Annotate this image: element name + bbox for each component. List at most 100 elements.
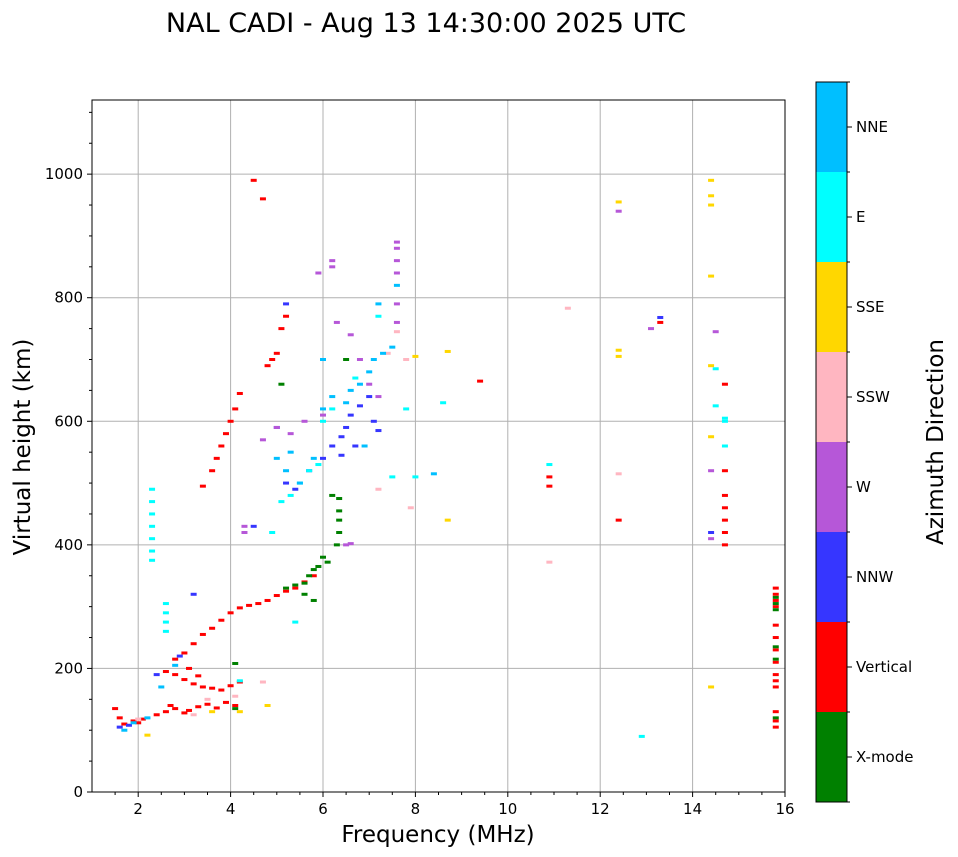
point-vertical xyxy=(546,475,553,479)
point-e xyxy=(162,620,169,624)
point-x-mode xyxy=(772,602,779,606)
point-w xyxy=(259,438,266,442)
point-sse xyxy=(209,710,216,714)
point-vertical xyxy=(721,506,728,510)
point-sse xyxy=(708,274,715,278)
point-nnw xyxy=(375,429,382,433)
point-e xyxy=(352,376,359,380)
point-nne xyxy=(287,450,294,454)
point-ssw xyxy=(546,560,553,564)
point-e xyxy=(149,537,156,541)
colorbar-swatch-vertical xyxy=(816,622,847,712)
colorbar-label-e: E xyxy=(856,208,865,226)
point-vertical xyxy=(199,632,206,636)
point-vertical xyxy=(236,391,243,395)
point-vertical xyxy=(227,611,234,615)
point-vertical xyxy=(477,379,484,383)
point-vertical xyxy=(195,674,202,678)
colorbar-label-nnw: NNW xyxy=(856,568,893,586)
point-nne xyxy=(343,401,350,405)
point-w xyxy=(615,209,622,213)
point-x-mode xyxy=(772,608,779,612)
point-e xyxy=(638,734,645,738)
point-vertical xyxy=(259,197,266,201)
y-tick-label: 400 xyxy=(54,536,83,554)
point-nne xyxy=(393,283,400,287)
colorbar: X-mode Vertical NNW W SSW SSE E NNE xyxy=(815,81,913,803)
point-e xyxy=(162,629,169,633)
point-e xyxy=(412,475,419,479)
point-w xyxy=(393,271,400,275)
point-vertical xyxy=(772,592,779,596)
x-tick-label: 4 xyxy=(226,800,236,818)
point-nne xyxy=(329,395,336,399)
point-vertical xyxy=(232,704,239,707)
point-vertical xyxy=(721,469,728,473)
point-nne xyxy=(347,388,354,392)
point-vertical xyxy=(121,722,128,726)
point-nnw xyxy=(356,404,363,408)
point-w xyxy=(241,524,248,528)
point-ssw xyxy=(375,487,382,491)
point-w xyxy=(393,246,400,250)
point-vertical xyxy=(162,670,169,674)
point-vertical xyxy=(190,682,197,686)
colorbar-label-vertical: Vertical xyxy=(856,658,912,676)
point-nnw xyxy=(283,302,290,306)
point-w xyxy=(393,240,400,244)
point-x-mode xyxy=(310,568,317,572)
point-vertical xyxy=(227,419,234,423)
point-vertical xyxy=(772,623,779,627)
point-nne xyxy=(366,370,373,374)
point-e xyxy=(269,531,276,534)
point-sse xyxy=(236,710,243,714)
point-nne xyxy=(121,728,128,732)
point-vertical xyxy=(112,707,119,711)
point-vertical xyxy=(721,493,728,497)
point-e xyxy=(329,407,336,411)
point-x-mode xyxy=(336,531,343,534)
point-e xyxy=(320,419,326,423)
point-nnw xyxy=(292,487,299,491)
point-e xyxy=(278,500,285,504)
point-e xyxy=(721,416,728,420)
point-w xyxy=(366,382,373,386)
point-e xyxy=(149,549,156,553)
point-x-mode xyxy=(320,555,326,559)
point-nne xyxy=(310,456,317,460)
point-x-mode xyxy=(306,574,313,578)
point-vertical xyxy=(218,688,225,692)
point-sse xyxy=(264,704,271,707)
point-vertical xyxy=(218,444,225,448)
point-nnw xyxy=(657,315,664,319)
point-vertical xyxy=(186,666,193,670)
point-w xyxy=(375,395,382,399)
point-nnw xyxy=(320,456,326,460)
point-vertical xyxy=(190,642,197,646)
point-w xyxy=(712,330,719,334)
point-nnw xyxy=(338,453,345,457)
point-ssw xyxy=(403,358,410,361)
point-nne xyxy=(144,716,151,720)
point-nnw xyxy=(125,723,132,727)
point-nne xyxy=(130,721,137,725)
point-x-mode xyxy=(232,707,239,711)
point-w xyxy=(356,358,363,361)
point-sse xyxy=(708,178,715,182)
point-x-mode xyxy=(333,543,340,547)
point-vertical xyxy=(209,469,216,473)
point-e xyxy=(546,463,553,467)
x-tick-label: 6 xyxy=(318,800,328,818)
point-x-mode xyxy=(310,598,317,602)
point-nnw xyxy=(347,413,354,417)
point-vertical xyxy=(772,673,779,677)
point-x-mode xyxy=(336,497,343,501)
point-sse xyxy=(615,200,622,204)
point-vertical xyxy=(615,518,622,522)
point-vertical xyxy=(273,351,280,355)
point-nne xyxy=(296,481,303,485)
point-vertical xyxy=(772,586,779,590)
point-sse xyxy=(708,364,715,368)
point-vertical xyxy=(721,543,728,547)
